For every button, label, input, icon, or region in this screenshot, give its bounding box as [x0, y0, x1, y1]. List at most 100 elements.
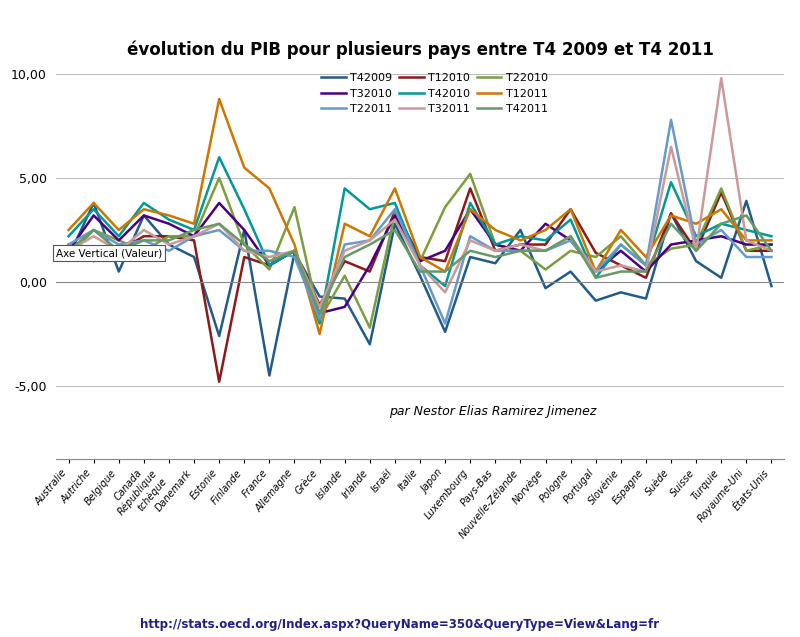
- Text: Axe Vertical (Valeur): Axe Vertical (Valeur): [56, 248, 162, 258]
- T32011: [666, 143, 676, 151]
- T32010: [541, 220, 550, 227]
- T12010: [666, 210, 676, 217]
- T12011: [164, 211, 174, 219]
- T42010: [415, 262, 425, 269]
- T12010: [265, 262, 274, 269]
- T12011: [114, 226, 123, 234]
- T12011: [265, 185, 274, 192]
- T22011: [766, 253, 776, 261]
- T12010: [390, 208, 400, 215]
- T42011: [440, 268, 450, 275]
- T42010: [265, 262, 274, 269]
- T32010: [742, 241, 751, 248]
- T42010: [616, 241, 626, 248]
- T22011: [164, 247, 174, 255]
- T22010: [340, 272, 350, 280]
- Line: T42009: T42009: [69, 201, 771, 375]
- T32010: [766, 241, 776, 248]
- T42011: [290, 247, 299, 255]
- T42010: [717, 220, 726, 227]
- T12011: [415, 253, 425, 261]
- T32011: [742, 236, 751, 244]
- Line: T42011: T42011: [69, 215, 771, 313]
- T42011: [516, 247, 526, 255]
- T42010: [114, 233, 123, 240]
- T42009: [766, 282, 776, 290]
- T32010: [390, 211, 400, 219]
- T42011: [466, 247, 475, 255]
- T12011: [89, 199, 98, 207]
- T12010: [214, 378, 224, 385]
- T32010: [190, 233, 199, 240]
- T42009: [239, 226, 249, 234]
- T12011: [64, 226, 74, 234]
- T22010: [717, 185, 726, 192]
- T12011: [214, 95, 224, 103]
- T42009: [541, 284, 550, 292]
- T32011: [365, 236, 374, 244]
- T32011: [766, 247, 776, 255]
- T12010: [139, 233, 149, 240]
- T12010: [490, 247, 500, 255]
- T32010: [89, 211, 98, 219]
- T32010: [691, 236, 701, 244]
- T32011: [190, 233, 199, 240]
- Line: T12010: T12010: [69, 189, 771, 382]
- T12010: [415, 253, 425, 261]
- T22010: [641, 262, 650, 269]
- T42011: [541, 247, 550, 255]
- T32010: [616, 247, 626, 255]
- T32010: [666, 241, 676, 248]
- T32010: [139, 211, 149, 219]
- T22010: [290, 203, 299, 211]
- T22010: [666, 245, 676, 252]
- T12010: [340, 257, 350, 265]
- T42010: [390, 199, 400, 207]
- T32010: [591, 268, 601, 275]
- T42009: [516, 226, 526, 234]
- T42009: [742, 197, 751, 204]
- T42009: [641, 295, 650, 303]
- T32011: [164, 241, 174, 248]
- T42010: [742, 226, 751, 234]
- T42009: [415, 272, 425, 280]
- T42011: [164, 236, 174, 244]
- T12010: [164, 233, 174, 240]
- T42009: [190, 253, 199, 261]
- T12011: [566, 205, 575, 213]
- T22011: [516, 247, 526, 255]
- T32010: [314, 310, 324, 317]
- T42010: [340, 185, 350, 192]
- T42011: [591, 274, 601, 282]
- T42010: [490, 241, 500, 248]
- T22011: [190, 233, 199, 240]
- T32011: [314, 303, 324, 311]
- T32010: [516, 247, 526, 255]
- T12011: [516, 236, 526, 244]
- T22011: [466, 233, 475, 240]
- T42011: [365, 241, 374, 248]
- T22011: [139, 236, 149, 244]
- T22010: [64, 253, 74, 261]
- T12010: [239, 253, 249, 261]
- T32011: [340, 247, 350, 255]
- T42011: [717, 220, 726, 227]
- T42010: [239, 205, 249, 213]
- T12011: [239, 164, 249, 171]
- T32010: [415, 257, 425, 265]
- T22011: [415, 262, 425, 269]
- T22011: [717, 226, 726, 234]
- T22010: [766, 241, 776, 248]
- T12011: [591, 268, 601, 275]
- T42011: [89, 226, 98, 234]
- T12011: [717, 205, 726, 213]
- T22010: [466, 170, 475, 178]
- T32010: [114, 236, 123, 244]
- T12011: [691, 220, 701, 227]
- T42009: [591, 297, 601, 304]
- Line: T32010: T32010: [69, 203, 771, 313]
- T22010: [541, 266, 550, 273]
- T22010: [265, 266, 274, 273]
- T42011: [490, 253, 500, 261]
- T12010: [114, 247, 123, 255]
